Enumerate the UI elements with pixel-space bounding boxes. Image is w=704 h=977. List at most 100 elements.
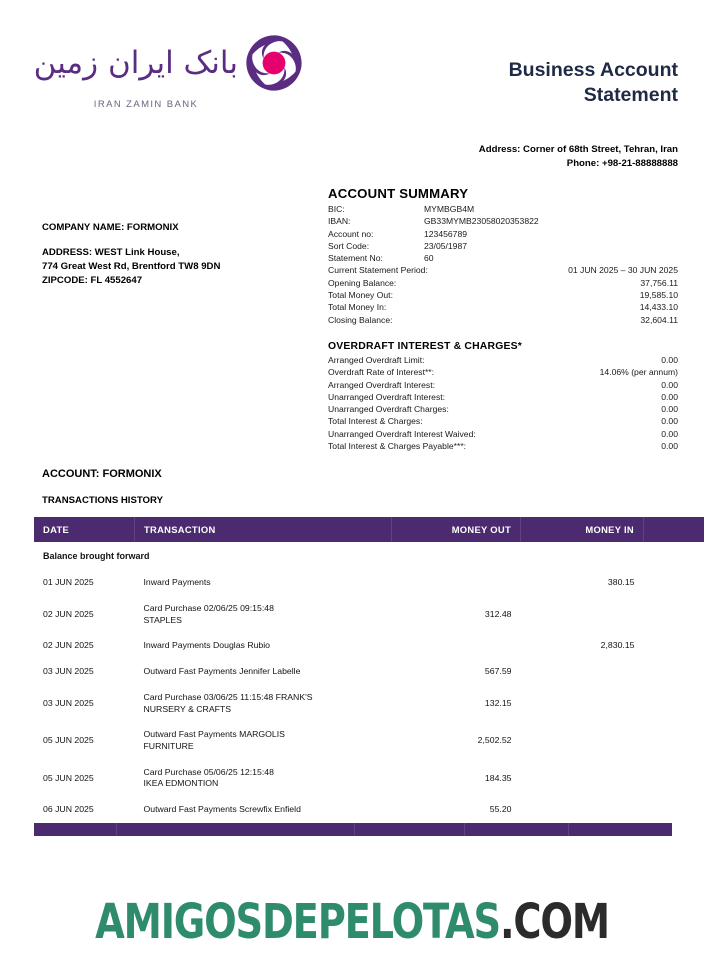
balance-brought-forward-row: Balance brought forward 37,756.11 [34, 542, 704, 570]
row-description: Inward Payments Douglas Rubio [143, 640, 271, 651]
row-date: 01 JUN 2025 [43, 577, 94, 588]
table-row[interactable]: 02 JUN 2025 Card Purchase 02/06/25 09:15… [34, 596, 704, 633]
row-date: 03 JUN 2025 [43, 697, 94, 708]
footer-divider [116, 823, 117, 836]
row-money-in: 380.15 [607, 577, 635, 588]
table-row[interactable]: 05 JUN 2025 Outward Fast Payments MARGOL… [34, 722, 704, 759]
row-money-out: 2,502.52 [477, 735, 512, 746]
column-header-date[interactable]: DATE [34, 517, 135, 542]
transactions-table-body: Balance brought forward 37,756.11 01 JUN… [34, 542, 704, 823]
company-name: COMPANY NAME: FORMONIX [42, 222, 179, 233]
summary-label: IBAN: [328, 216, 351, 227]
table-header-row: DATE TRANSACTION MONEY OUT MONEY IN BALA… [34, 517, 704, 542]
column-header-money-out[interactable]: MONEY OUT [391, 517, 521, 542]
summary-label: Total Money In: [328, 302, 387, 313]
table-row[interactable]: 03 JUN 2025 Outward Fast Payments Jennif… [34, 659, 704, 685]
overdraft-label: Total Interest & Charges Payable***: [328, 440, 467, 451]
column-header-balance[interactable]: BALANCE [643, 517, 704, 542]
row-money-in: 2,830.15 [600, 640, 635, 651]
spacer [42, 235, 220, 246]
summary-row: Total Money Out: 19,585.10 [328, 289, 678, 301]
row-money-out [392, 633, 521, 659]
overdraft-label: Overdraft Rate of Interest**: [328, 367, 435, 378]
company-zipcode: ZIPCODE: FL 4552647 [42, 274, 143, 286]
summary-value: 37,756.11 [640, 277, 678, 288]
row-description: Outward Fast Payments Jennifer Labelle [143, 666, 301, 677]
table-row[interactable]: 02 JUN 2025 Inward Payments Douglas Rubi… [34, 633, 704, 659]
row-money-in [521, 760, 644, 797]
company-address-line-1: ADDRESS: WEST Link House, [42, 246, 180, 258]
account-heading: ACCOUNT: FORMONIX [42, 468, 162, 480]
row-money-out: 567.59 [484, 666, 512, 677]
overdraft-label: Total Interest & Charges: [328, 416, 423, 427]
summary-label: BIC: [328, 204, 345, 214]
company-details: COMPANY NAME: FORMONIX ADDRESS: WEST Lin… [42, 221, 220, 288]
summary-label: Current Statement Period: [328, 265, 428, 276]
overdraft-label: Unarranged Overdraft Interest: [328, 391, 446, 402]
row-balance: 38,136.26 [644, 570, 704, 596]
summary-label: Account no: [328, 228, 374, 239]
row-balance: 37,212.12 [644, 797, 704, 823]
footer-divider [568, 823, 569, 836]
summary-value: 32,604.11 [640, 314, 678, 325]
overdraft-label: Arranged Overdraft Interest: [328, 379, 435, 390]
bank-name-latin: IRAN ZAMIN BANK [93, 99, 199, 110]
summary-value: 60 [424, 253, 434, 264]
row-money-out: 132.15 [484, 697, 512, 708]
column-header-money-in[interactable]: MONEY IN [520, 517, 644, 542]
overdraft-value: 0.00 [661, 416, 678, 427]
summary-label: Statement No: [328, 253, 383, 264]
bank-logo: بانک ایران زمین IRAN ZAMIN BANK [34, 32, 304, 122]
account-summary-title: ACCOUNT SUMMARY [328, 186, 469, 201]
row-date: 02 JUN 2025 [43, 640, 94, 651]
brought-forward-balance: 37,756.11 [644, 542, 704, 570]
overdraft-title: OVERDRAFT INTEREST & CHARGES* [328, 341, 522, 352]
summary-row: Closing Balance: 32,604.11 [328, 314, 678, 326]
row-description: Inward Payments [143, 577, 211, 588]
summary-label: Opening Balance: [328, 277, 397, 288]
row-money-in [521, 596, 644, 633]
row-description: Card Purchase 02/06/25 09:15:48 STAPLES [143, 602, 274, 625]
bank-phone: Phone: +98-21-88888888 [566, 157, 678, 169]
summary-row: Current Statement Period: 01 JUN 2025 – … [328, 264, 678, 276]
table-row[interactable]: 05 JUN 2025 Card Purchase 05/06/25 12:15… [34, 760, 704, 797]
summary-value: 123456789 [424, 228, 468, 239]
summary-row: Statement No: 60 [328, 252, 678, 264]
row-money-in [521, 797, 644, 823]
overdraft-row: Arranged Overdraft Interest: 0.00 [328, 379, 678, 391]
summary-row: IBAN: GB33MYMB23058020353822 [328, 215, 678, 227]
summary-value: GB33MYMB23058020353822 [424, 216, 539, 227]
summary-value: 23/05/1987 [424, 240, 468, 251]
overdraft-value: 0.00 [661, 379, 678, 390]
row-money-in [521, 659, 644, 685]
row-date: 03 JUN 2025 [43, 666, 94, 677]
table-row[interactable]: 01 JUN 2025 Inward Payments 380.15 38,13… [34, 570, 704, 596]
row-balance: 37,451.67 [644, 722, 704, 759]
row-date: 05 JUN 2025 [43, 772, 94, 783]
summary-row: Sort Code: 23/05/1987 [328, 240, 678, 252]
row-money-in [521, 685, 644, 722]
table-row[interactable]: 03 JUN 2025 Card Purchase 03/06/25 11:15… [34, 685, 704, 722]
row-balance: 40,653.93 [644, 633, 704, 659]
overdraft-value: 0.00 [661, 428, 678, 439]
overdraft-value: 0.00 [661, 404, 678, 415]
transactions-table-head: DATE TRANSACTION MONEY OUT MONEY IN BALA… [34, 517, 704, 542]
watermark-primary: AMIGOSDEPELOTAS [95, 894, 501, 950]
summary-row: Total Money In: 14,433.10 [328, 301, 678, 313]
row-money-out: 184.35 [484, 772, 512, 783]
company-address-line-2: 774 Great West Rd, Brentford TW8 9DN [42, 260, 221, 272]
summary-row: Account no: 123456789 [328, 228, 678, 240]
brought-forward-money-out [392, 542, 521, 570]
table-row[interactable]: 06 JUN 2025 Outward Fast Payments Screwf… [34, 797, 704, 823]
table-footer-bar [34, 823, 672, 836]
overdraft-value: 14.06% (per annum) [599, 367, 678, 378]
overdraft-row: Overdraft Rate of Interest**: 14.06% (pe… [328, 366, 678, 378]
overdraft-value: 0.00 [661, 440, 678, 451]
transactions-table: DATE TRANSACTION MONEY OUT MONEY IN BALA… [34, 517, 704, 823]
brought-forward-money-in [521, 542, 644, 570]
brought-forward-label: Balance brought forward [43, 551, 150, 561]
page-header: بانک ایران زمین IRAN ZAMIN BANK Business… [0, 0, 704, 180]
summary-value: 01 JUN 2025 – 30 JUN 2025 [568, 265, 678, 276]
column-header-transaction[interactable]: TRANSACTION [134, 517, 392, 542]
account-summary-panel: ACCOUNT SUMMARY BIC: MYMBGB4M IBAN: GB33… [328, 186, 678, 326]
